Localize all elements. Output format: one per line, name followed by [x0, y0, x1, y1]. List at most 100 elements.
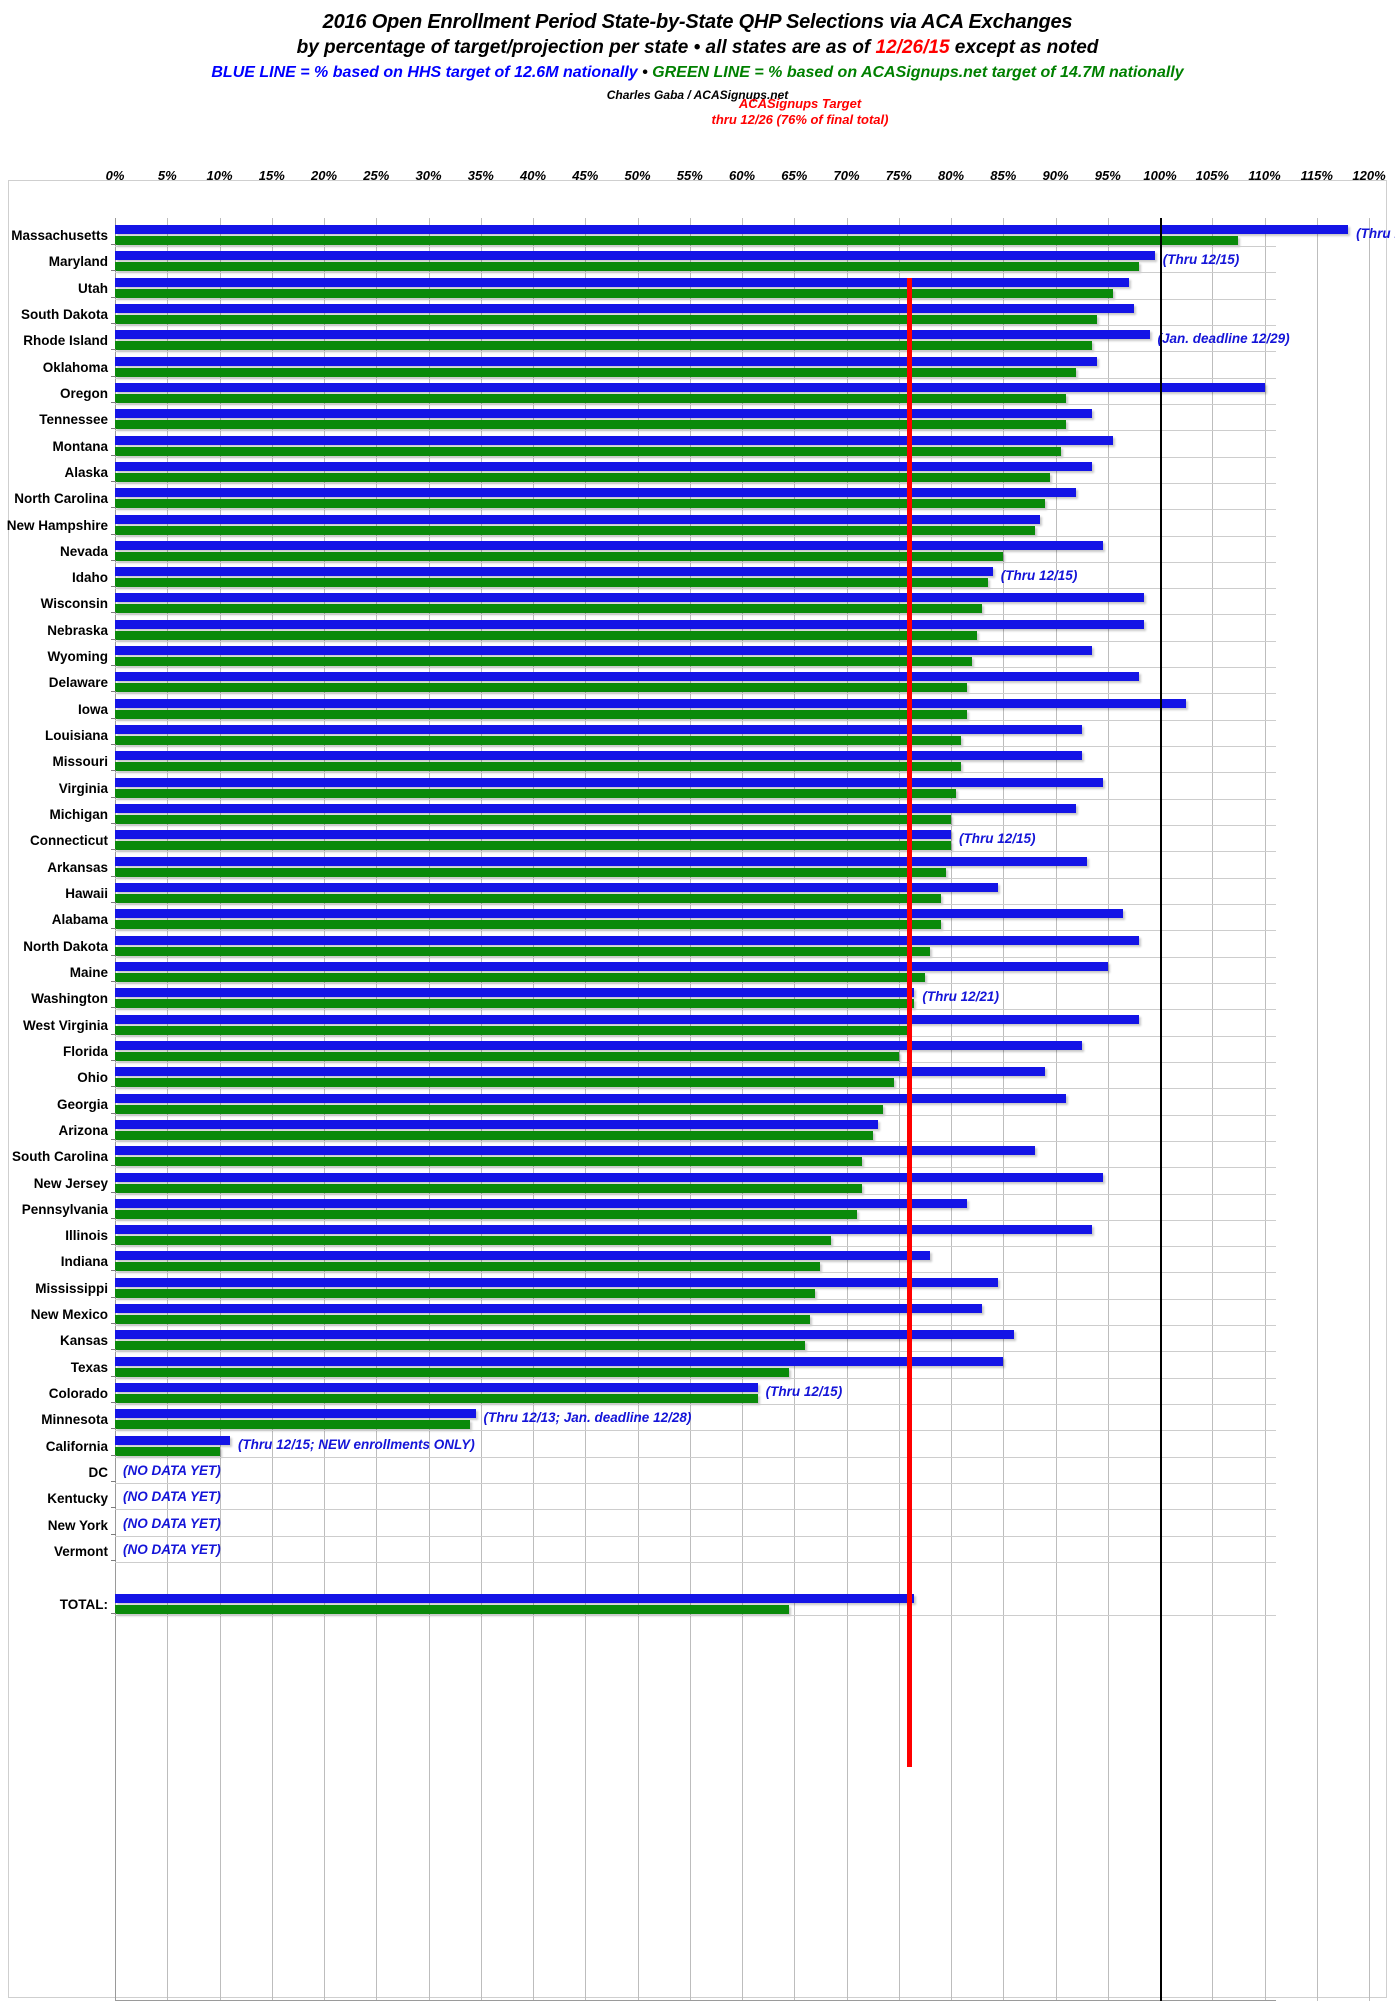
chart-row: South Dakota — [0, 303, 1395, 329]
row-separator — [115, 1535, 1276, 1537]
row-label-pennsylvania: Pennsylvania — [21, 1201, 108, 1217]
row-label-new-mexico: New Mexico — [30, 1307, 108, 1323]
y-axis-tick — [111, 1507, 116, 1509]
subtitle-text-b: except as noted — [949, 37, 1099, 58]
y-axis-tick — [111, 744, 116, 746]
row-label-south-dakota: South Dakota — [20, 306, 108, 322]
bar-green-acasignups-target — [115, 920, 941, 930]
chart-row: Vermont (NO DATA YET) — [0, 1540, 1395, 1566]
row-separator — [115, 1404, 1276, 1406]
y-axis-tick — [111, 1454, 116, 1456]
y-axis-tick — [111, 1323, 116, 1325]
bar-blue-hhs-target — [115, 856, 1087, 866]
chart-row: DC (NO DATA YET) — [0, 1461, 1395, 1487]
row-separator — [115, 798, 1276, 800]
row-separator — [115, 535, 1276, 537]
row-separator — [115, 1088, 1276, 1090]
chart-row: California (Thru 12/15; NEW enrollments O… — [0, 1435, 1395, 1461]
row-note: (Jan. deadline 12/29) — [1157, 331, 1290, 347]
x-tick-label: 80% — [937, 168, 965, 183]
y-axis-tick — [111, 1033, 116, 1035]
bar-blue-hhs-target — [115, 777, 1103, 787]
chart-row: South Carolina — [0, 1145, 1395, 1171]
y-axis-tick — [111, 480, 116, 482]
row-separator — [115, 1061, 1276, 1063]
bar-blue-hhs-target — [115, 382, 1265, 392]
row-label-new-york: New York — [47, 1517, 108, 1533]
row-label-colorado: Colorado — [48, 1386, 108, 1402]
chart-row: Mississippi — [0, 1277, 1395, 1303]
row-label-florida: Florida — [62, 1043, 108, 1059]
bar-blue-hhs-target — [115, 540, 1103, 550]
bar-blue-hhs-target — [115, 804, 1077, 814]
row-label-wisconsin: Wisconsin — [40, 596, 108, 612]
gridline — [1003, 218, 1005, 2001]
x-tick-label: 5% — [157, 168, 177, 183]
page-subtitle: by percentage of target/projection per s… — [0, 35, 1395, 61]
y-axis-tick — [111, 1402, 116, 1404]
legend-green-label: GREEN LINE = % based on ACASignups.net t… — [652, 63, 1184, 81]
bar-blue-hhs-target — [115, 1304, 983, 1314]
bar-green-acasignups-target — [115, 1157, 863, 1167]
row-separator — [115, 1483, 1276, 1485]
row-separator — [115, 1140, 1276, 1142]
chart-row: Indiana — [0, 1250, 1395, 1276]
bar-blue-hhs-target — [115, 725, 1082, 735]
bar-blue-hhs-target — [115, 1383, 758, 1393]
row-label-new-jersey: New Jersey — [33, 1175, 108, 1191]
bar-blue-hhs-target — [115, 303, 1134, 313]
chart-row: Nevada — [0, 540, 1395, 566]
subtitle-date: 12/26/15 — [875, 37, 950, 58]
row-label-hawaii: Hawaii — [65, 886, 108, 901]
bar-green-acasignups-target — [115, 1025, 910, 1035]
row-label-oregon: Oregon — [59, 385, 108, 401]
bar-blue-hhs-target — [115, 1146, 1035, 1156]
x-tick-label: 85% — [990, 168, 1017, 183]
bar-blue-hhs-target — [115, 961, 1108, 971]
row-note: (Thru 11/30) — [1356, 226, 1395, 241]
target-callout-line2: thru 12/26 (76% of final total) — [711, 112, 889, 128]
row-label-georgia: Georgia — [56, 1096, 108, 1112]
bar-blue-hhs-target — [115, 488, 1077, 498]
row-separator — [115, 1246, 1276, 1248]
bar-green-acasignups-target — [115, 446, 1061, 456]
row-label-alabama: Alabama — [51, 912, 108, 928]
chart-row: Wyoming — [0, 645, 1395, 671]
bar-blue-hhs-target — [115, 646, 1093, 656]
row-note: (Thru 12/21) — [922, 989, 999, 1005]
row-label-total: TOTAL: — [59, 1596, 108, 1612]
row-separator — [115, 1272, 1276, 1274]
bar-green-acasignups-target — [115, 683, 967, 693]
x-tick-label: 120% — [1352, 168, 1386, 183]
row-separator — [115, 825, 1276, 827]
gridline — [1316, 218, 1318, 2001]
bar-blue-hhs-target — [115, 1040, 1082, 1050]
y-axis-tick — [111, 980, 116, 982]
chart-row: Wisconsin — [0, 592, 1395, 618]
bar-green-acasignups-target — [115, 1315, 810, 1325]
row-label-rhode-island: Rhode Island — [23, 333, 108, 349]
bar-blue-hhs-target — [115, 356, 1098, 366]
legend-line: BLUE LINE = % based on HHS target of 12.… — [0, 61, 1395, 84]
y-axis-tick — [111, 507, 116, 509]
chart-row: Missouri — [0, 750, 1395, 776]
chart-row: Hawaii — [0, 882, 1395, 908]
y-axis-tick — [111, 1612, 116, 1614]
gridline — [1369, 218, 1370, 2001]
bar-green-acasignups-target — [115, 1604, 790, 1614]
bar-green-acasignups-target — [115, 314, 1098, 324]
target-callout-line1: ACASignups Target — [738, 96, 862, 111]
chart-row: Rhode Island (Jan. deadline 12/29) — [0, 329, 1395, 355]
y-axis-tick — [111, 349, 116, 351]
bar-blue-hhs-target — [115, 461, 1093, 471]
y-axis-tick — [111, 1428, 116, 1430]
row-separator — [115, 561, 1276, 563]
row-separator — [115, 1430, 1276, 1432]
row-separator — [115, 351, 1276, 353]
chart-row: Texas — [0, 1356, 1395, 1382]
bar-blue-hhs-target — [115, 1251, 931, 1261]
x-tick-label: 75% — [885, 168, 912, 183]
bar-green-acasignups-target — [115, 367, 1077, 377]
row-label-virginia: Virginia — [58, 780, 108, 796]
x-tick-label: 10% — [206, 168, 233, 183]
